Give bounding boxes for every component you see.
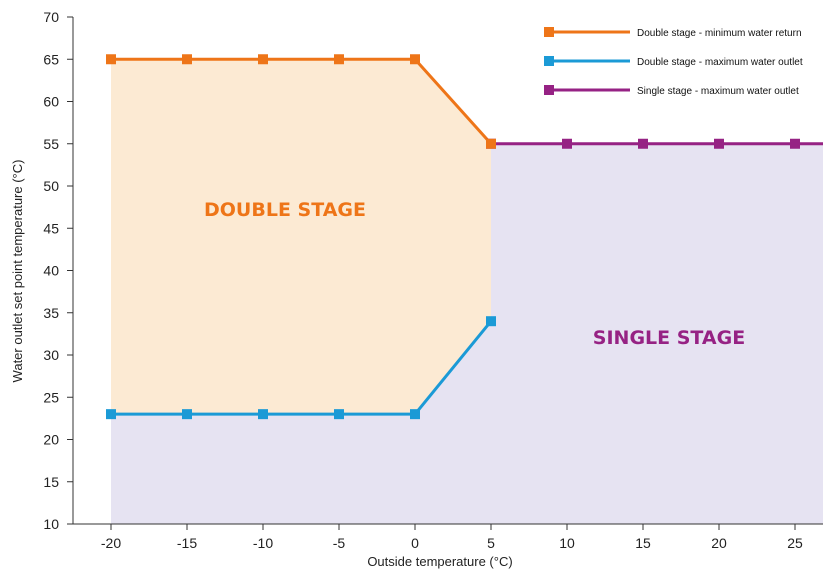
series-1-point <box>334 54 344 65</box>
series-2-point <box>182 409 192 420</box>
y-tick-label: 15 <box>43 474 59 490</box>
x-tick-label: -15 <box>177 535 197 551</box>
double-stage-label: DOUBLE STAGE <box>204 199 366 221</box>
legend-label: Double stage - minimum water return <box>637 28 802 39</box>
y-tick-label: 70 <box>43 9 59 25</box>
y-tick-label: 25 <box>43 389 59 405</box>
y-tick-label: 60 <box>43 94 59 110</box>
legend: Double stage - minimum water return Doubl… <box>544 27 803 97</box>
x-axis-ticks: -20 -15 -10 -5 0 5 10 15 20 25 <box>101 524 803 551</box>
y-tick-label: 55 <box>43 136 59 152</box>
series-1-point <box>182 54 192 65</box>
series-2-point <box>258 409 268 420</box>
legend-marker <box>544 27 554 37</box>
series-3-point <box>638 138 648 149</box>
series-line-1 <box>111 57 493 145</box>
y-tick-label: 50 <box>43 178 59 194</box>
legend-label: Single stage - maximum water outlet <box>637 86 799 97</box>
double-stage-region <box>111 59 491 415</box>
x-tick-label: 25 <box>787 535 803 551</box>
series-1-point <box>106 54 116 65</box>
series-2-point <box>486 316 496 327</box>
x-tick-label: -5 <box>333 535 346 551</box>
x-tick-label: 10 <box>559 535 575 551</box>
series-1-point <box>258 54 268 65</box>
y-tick-label: 10 <box>43 516 59 532</box>
plot-regions <box>111 59 823 524</box>
x-tick-label: 5 <box>487 535 495 551</box>
x-tick-label: 20 <box>711 535 727 551</box>
x-tick-label: 15 <box>635 535 651 551</box>
single-stage-region <box>111 143 823 524</box>
series-2-point <box>334 409 344 420</box>
y-tick-label: 30 <box>43 347 59 363</box>
y-tick-label: 65 <box>43 51 59 67</box>
x-tick-label: 0 <box>411 535 419 551</box>
y-tick-label: 40 <box>43 263 59 279</box>
series-2-point <box>410 409 420 420</box>
legend-marker <box>544 56 554 66</box>
y-tick-label: 20 <box>43 432 59 448</box>
series-3-point <box>790 138 800 149</box>
series-1-point <box>486 138 496 149</box>
x-tick-label: -20 <box>101 535 121 551</box>
series-3-point <box>562 138 572 149</box>
legend-marker <box>544 85 554 95</box>
series-3-point <box>714 138 724 149</box>
y-axis-title: Water outlet set point temperature (°C) <box>10 160 25 383</box>
single-stage-label: SINGLE STAGE <box>593 327 745 349</box>
series-line-2 <box>111 320 493 416</box>
y-tick-label: 45 <box>43 220 59 236</box>
series-2-point <box>106 409 116 420</box>
series-1-point <box>410 54 420 65</box>
y-tick-label: 35 <box>43 305 59 321</box>
x-axis-title: Outside temperature (°C) <box>367 554 512 569</box>
legend-label: Double stage - maximum water outlet <box>637 57 803 68</box>
x-tick-label: -10 <box>253 535 273 551</box>
series-points <box>106 54 800 420</box>
y-axis-ticks: 10 15 20 25 30 35 40 45 50 55 60 65 70 <box>43 9 73 532</box>
